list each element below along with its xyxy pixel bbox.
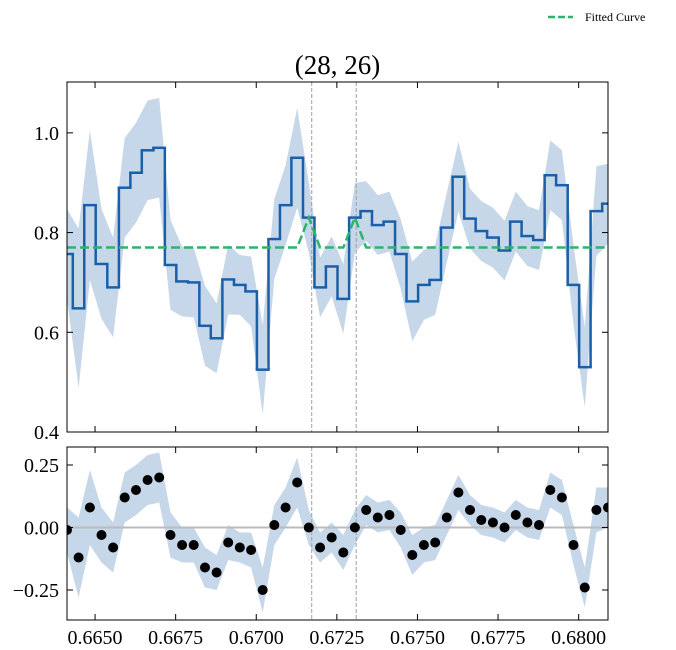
- x-tick-label: 0.6800: [551, 627, 606, 649]
- point: [522, 517, 533, 528]
- point: [556, 492, 567, 503]
- point: [499, 522, 510, 533]
- axes-frame: [66, 81, 609, 433]
- y-tick-label: 0.6: [34, 322, 59, 344]
- axes-frame: [66, 446, 609, 621]
- point: [441, 512, 452, 523]
- y-tick-label: −0.25: [13, 580, 59, 602]
- y-tick-label: 0.25: [24, 455, 59, 477]
- point: [579, 582, 590, 593]
- fitted-curve: [67, 214, 608, 249]
- x-tick-label: 0.6650: [68, 627, 123, 649]
- point: [280, 502, 291, 513]
- point: [223, 537, 234, 548]
- point: [142, 475, 153, 485]
- point: [418, 540, 429, 550]
- y-tick-label: 1.0: [34, 123, 59, 145]
- point: [269, 520, 280, 530]
- point: [568, 540, 579, 550]
- point: [188, 540, 199, 550]
- point: [246, 545, 257, 555]
- point: [73, 552, 84, 563]
- point: [465, 505, 476, 515]
- point: [84, 502, 95, 513]
- error-band: [67, 97, 608, 415]
- point: [165, 530, 176, 540]
- point: [199, 562, 210, 573]
- point: [130, 485, 141, 495]
- point: [361, 505, 372, 515]
- point: [407, 550, 418, 560]
- x-tick-label: 0.6675: [148, 627, 203, 649]
- plot-area: [67, 82, 608, 432]
- chart-title: (28, 26): [295, 50, 380, 80]
- x-tick-label: 0.6750: [390, 627, 445, 649]
- point: [108, 542, 119, 553]
- y-tick-label: 0.4: [34, 422, 59, 444]
- point: [211, 567, 222, 578]
- x-tick-label: 0.6775: [471, 627, 526, 649]
- point: [119, 492, 130, 503]
- point: [234, 542, 245, 553]
- point: [476, 515, 487, 525]
- error-band: [67, 452, 608, 613]
- point: [384, 510, 395, 520]
- point: [453, 487, 464, 498]
- point: [338, 547, 349, 558]
- x-tick-label: 0.6700: [229, 627, 284, 649]
- point: [303, 522, 314, 533]
- point: [534, 520, 545, 530]
- x-tick-label: 0.6725: [309, 627, 364, 649]
- point: [349, 522, 360, 533]
- legend-label: Fitted Curve: [585, 10, 645, 24]
- point: [591, 505, 602, 515]
- plot-area: [67, 447, 608, 620]
- point: [372, 512, 383, 523]
- point: [326, 532, 337, 543]
- point: [177, 540, 188, 550]
- point: [603, 502, 608, 513]
- point: [487, 517, 498, 528]
- point: [257, 585, 268, 595]
- point: [292, 477, 303, 488]
- y-tick-label: 0.00: [24, 518, 59, 540]
- point: [510, 510, 521, 520]
- point: [545, 485, 556, 495]
- point: [315, 542, 326, 553]
- point: [430, 537, 441, 548]
- point: [96, 530, 107, 540]
- point: [154, 472, 165, 483]
- point: [395, 525, 406, 535]
- y-tick-label: 0.8: [34, 223, 59, 245]
